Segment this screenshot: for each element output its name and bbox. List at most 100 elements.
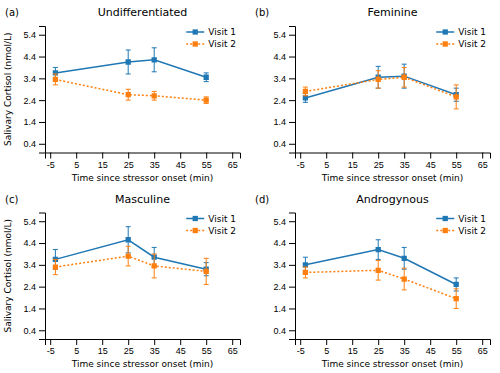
legend-marker — [443, 228, 448, 233]
plot-area — [303, 240, 459, 309]
x-tick: 5 — [324, 153, 329, 170]
legend: Visit 1Visit 2 — [436, 214, 486, 236]
y-tick-label: 5.4 — [23, 30, 36, 40]
error-bar — [402, 67, 407, 87]
y-tick-label: 1.4 — [23, 117, 36, 127]
error-bar — [152, 254, 157, 278]
legend-item: Visit 2 — [186, 226, 236, 236]
y-tick: 0.4 — [23, 139, 45, 149]
title: Masculine — [115, 193, 170, 206]
x-tick-label: 5 — [324, 346, 329, 356]
panel: -551525354555650.41.42.43.44.45.4Time si… — [3, 193, 241, 370]
x-tick: 5 — [74, 153, 79, 170]
line — [305, 270, 456, 298]
series — [53, 48, 209, 82]
x-tick-label: 15 — [348, 346, 358, 356]
y-axis-title: Salivary Cortisol (nmol/L) — [3, 32, 13, 146]
y-tick-mark — [289, 308, 295, 309]
legend-label: Visit 2 — [458, 39, 486, 49]
line — [55, 79, 206, 100]
line — [305, 77, 456, 97]
x-tick: 25 — [124, 153, 134, 170]
x-tick: 35 — [400, 153, 410, 170]
x-axis: -55152535455565 — [46, 153, 241, 170]
x-tick-mark — [326, 153, 327, 159]
x-tick-label: 15 — [98, 346, 108, 356]
y-tick-mark — [289, 35, 295, 36]
y-tick: 2.4 — [23, 282, 45, 292]
error-bar — [126, 50, 131, 74]
y-tick-mark — [289, 287, 295, 288]
y-tick-mark — [39, 144, 45, 145]
y-tick-label: 1.4 — [23, 304, 36, 314]
series — [53, 246, 209, 284]
x-tick: 5 — [324, 339, 329, 356]
legend: Visit 1Visit 2 — [186, 214, 236, 236]
x-tick-mark — [102, 339, 103, 345]
legend-marker — [193, 216, 198, 221]
x-tick-mark — [76, 339, 77, 345]
marker — [152, 93, 157, 98]
x-tick: 15 — [348, 153, 358, 170]
y-tick-label: 5.4 — [23, 217, 36, 227]
x-tick-mark — [128, 153, 129, 159]
x-tick: 55 — [202, 153, 212, 170]
error-bar — [303, 87, 308, 96]
marker — [152, 263, 157, 268]
panel: -551525354555650.41.42.43.44.45.4Time si… — [255, 6, 491, 183]
x-tick: 55 — [452, 339, 462, 356]
y-tick: 4.4 — [273, 238, 295, 248]
line — [305, 250, 456, 285]
x-tick-mark — [404, 153, 405, 159]
y-tick: 4.4 — [23, 52, 45, 62]
x-tick: 45 — [426, 339, 436, 356]
y-tick: 4.4 — [273, 52, 295, 62]
legend-label: Visit 1 — [458, 27, 486, 37]
x-tick-mark — [456, 153, 457, 159]
x-axis-title: Time since stressor onset (min) — [71, 359, 214, 369]
title: Feminine — [367, 6, 417, 19]
error-bar — [376, 71, 381, 88]
marker — [126, 59, 131, 64]
x-tick-label: 35 — [150, 346, 160, 356]
series — [303, 67, 459, 108]
error-bar — [53, 259, 58, 274]
y-axis: 0.4 1.4 2.4 3.4 4.4 5.4 — [23, 213, 45, 340]
error-bar — [402, 64, 407, 88]
error-bar — [152, 91, 157, 100]
x-tick: 25 — [374, 153, 384, 170]
plot-area — [303, 64, 459, 109]
marker — [303, 270, 308, 275]
series — [303, 240, 459, 291]
legend-marker — [443, 41, 448, 46]
y-tick: 3.4 — [23, 260, 45, 270]
x-tick-mark — [326, 339, 327, 345]
x-tick-label: 55 — [452, 346, 462, 356]
y-tick: 5.4 — [23, 217, 45, 227]
x-tick-mark — [430, 339, 431, 345]
marker — [53, 77, 58, 82]
y-tick: 4.4 — [23, 238, 45, 248]
y-tick-mark — [289, 330, 295, 331]
x-tick-mark — [180, 339, 181, 345]
x-tick: 5 — [74, 339, 79, 356]
error-bar — [402, 247, 407, 269]
x-tick-mark — [232, 153, 233, 159]
series — [53, 74, 209, 103]
x-tick-label: 5 — [74, 160, 79, 170]
y-tick: 0.4 — [23, 326, 45, 336]
y-tick-mark — [39, 100, 45, 101]
y-tick-mark — [39, 243, 45, 244]
x-tick-label: -5 — [47, 346, 55, 356]
title: Undifferentiated — [98, 6, 188, 19]
legend-marker — [443, 216, 448, 221]
y-tick-label: 5.4 — [273, 217, 286, 227]
y-tick-label: 4.4 — [273, 238, 286, 248]
y-tick: 0.4 — [273, 139, 295, 149]
legend: Visit 1Visit 2 — [186, 27, 236, 49]
x-tick-mark — [50, 153, 51, 159]
x-axis-title: Time since stressor onset (min) — [321, 359, 464, 369]
error-bar — [402, 268, 407, 290]
x-tick: 65 — [478, 339, 488, 356]
marker — [376, 77, 381, 82]
